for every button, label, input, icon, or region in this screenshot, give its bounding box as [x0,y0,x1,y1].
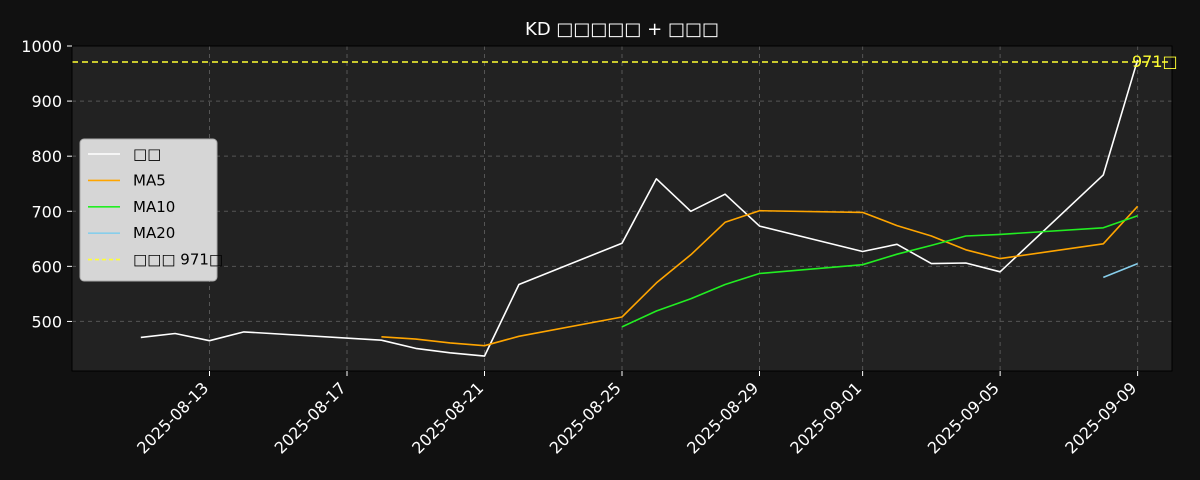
series-line-ma10 [621,214,1138,328]
y-tick-label: 700 [31,202,62,221]
legend-label: MA20 [133,224,175,242]
legend-label: MA5 [133,171,166,189]
legend-label: □□□ 971□ [133,251,223,269]
y-tick-label: 800 [31,147,62,166]
legend: □□ MA5 MA10 MA20 □□□ 971□ [79,138,223,282]
reference-annotation: 971□ [1132,52,1178,71]
y-tick-label: 500 [31,312,62,331]
series-layer [140,59,1139,357]
series-line-ma5 [381,205,1139,347]
series-line- [140,59,1139,357]
y-tick-label: 900 [31,92,62,111]
legend-label: MA10 [133,198,175,216]
series-line-ma20 [1103,262,1138,279]
legend-label: □□ [133,145,161,163]
legend-box [79,138,218,282]
y-tick-label: 600 [31,257,62,276]
y-tick-label: 1000 [21,37,62,56]
chart-title: KD □□□□□ + □□□ [525,19,719,40]
